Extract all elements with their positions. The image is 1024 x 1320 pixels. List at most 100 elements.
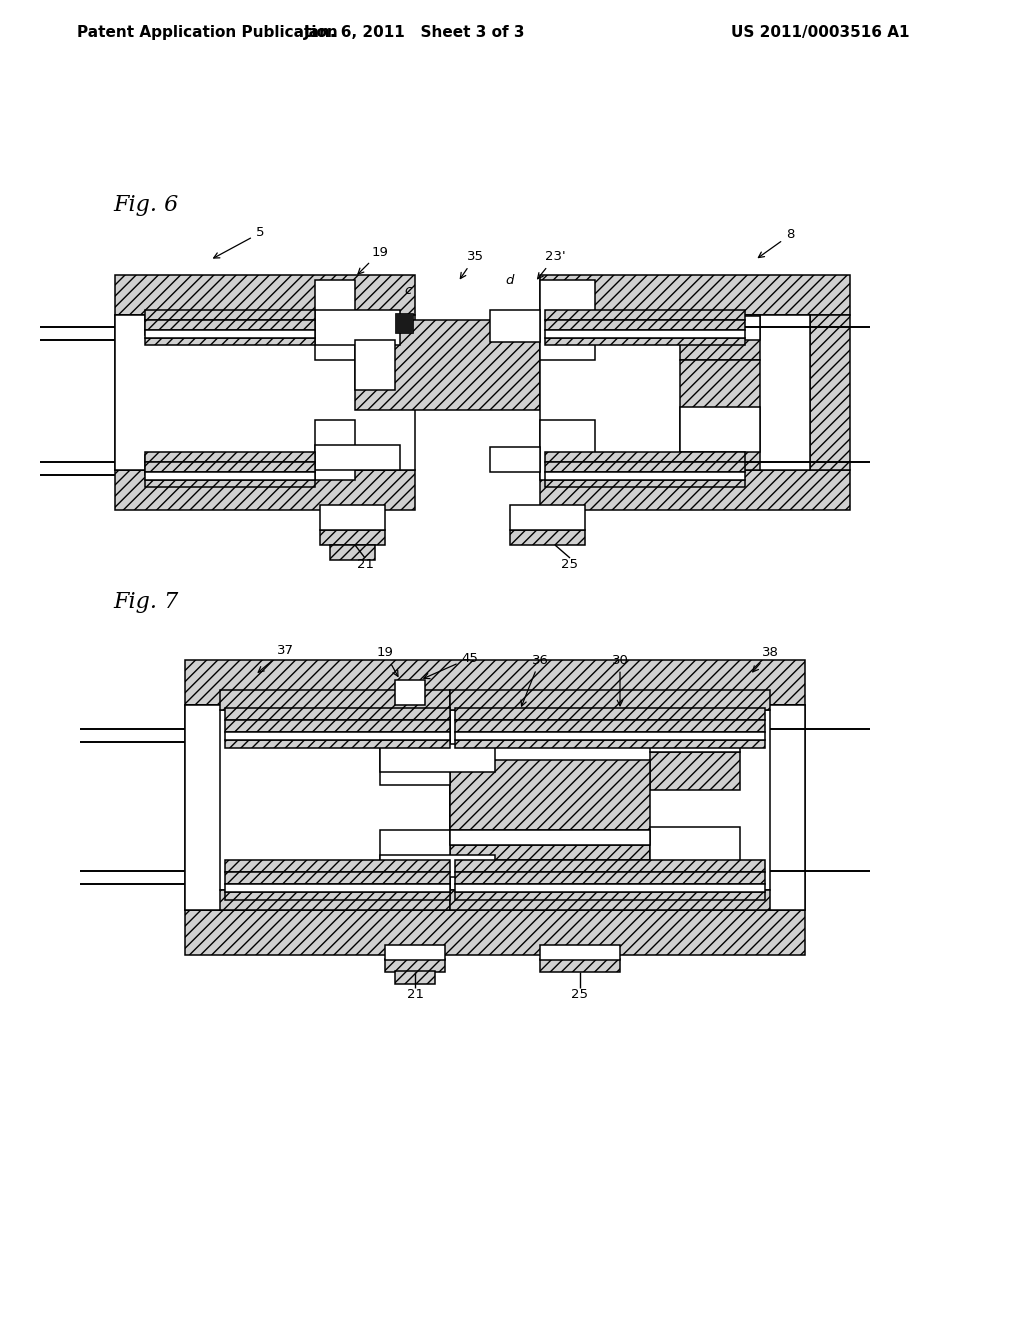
Bar bbox=[490, 310, 540, 342]
Bar bbox=[185, 660, 805, 705]
Bar bbox=[540, 945, 620, 960]
Bar bbox=[380, 715, 450, 785]
Bar bbox=[545, 338, 745, 345]
Bar bbox=[115, 315, 145, 470]
Bar bbox=[545, 330, 745, 338]
Bar bbox=[545, 310, 745, 319]
Text: Fig. 7: Fig. 7 bbox=[113, 591, 178, 612]
Bar bbox=[455, 892, 765, 900]
Bar bbox=[185, 909, 805, 954]
Text: 8: 8 bbox=[759, 228, 795, 257]
Bar bbox=[225, 861, 450, 873]
Text: 19: 19 bbox=[377, 647, 398, 676]
Bar bbox=[380, 830, 450, 890]
Bar bbox=[225, 892, 450, 900]
Bar bbox=[455, 873, 765, 884]
Bar bbox=[545, 480, 745, 487]
Bar bbox=[145, 310, 315, 319]
Bar bbox=[225, 884, 450, 892]
Bar bbox=[319, 506, 385, 531]
Bar bbox=[540, 470, 850, 510]
Bar bbox=[455, 861, 765, 873]
Bar bbox=[315, 280, 355, 360]
Bar bbox=[395, 972, 435, 983]
Bar bbox=[650, 828, 740, 873]
Bar bbox=[810, 315, 850, 470]
Bar bbox=[380, 744, 495, 772]
Bar bbox=[225, 873, 450, 884]
Bar bbox=[770, 705, 805, 909]
Bar bbox=[455, 884, 765, 892]
Bar bbox=[455, 733, 765, 741]
Bar bbox=[355, 341, 395, 389]
Text: 21: 21 bbox=[356, 557, 374, 570]
Bar bbox=[355, 319, 540, 411]
Text: 23': 23' bbox=[538, 251, 565, 279]
Bar bbox=[145, 462, 315, 473]
Bar bbox=[650, 710, 740, 752]
Bar bbox=[450, 690, 770, 710]
Bar bbox=[680, 407, 760, 451]
Bar bbox=[540, 275, 850, 315]
Bar bbox=[385, 960, 445, 972]
Bar bbox=[450, 830, 650, 845]
Bar bbox=[220, 690, 450, 710]
Bar bbox=[145, 330, 315, 338]
Bar bbox=[540, 315, 810, 470]
Text: 25: 25 bbox=[571, 989, 589, 1002]
Bar bbox=[545, 319, 745, 330]
Bar bbox=[145, 319, 315, 330]
Text: 19: 19 bbox=[358, 246, 388, 275]
Bar bbox=[220, 710, 450, 890]
Bar bbox=[330, 545, 375, 560]
Bar bbox=[225, 708, 450, 719]
Text: 38: 38 bbox=[753, 645, 778, 672]
Bar bbox=[315, 420, 355, 480]
Bar bbox=[450, 845, 650, 861]
Bar bbox=[315, 310, 400, 345]
Bar bbox=[380, 855, 495, 876]
Text: Patent Application Publication: Patent Application Publication bbox=[77, 25, 338, 41]
Bar bbox=[115, 470, 415, 510]
Text: 25: 25 bbox=[561, 557, 579, 570]
Text: US 2011/0003516 A1: US 2011/0003516 A1 bbox=[731, 25, 909, 41]
Bar bbox=[490, 447, 540, 473]
Bar bbox=[510, 506, 585, 531]
Bar bbox=[545, 473, 745, 480]
Bar bbox=[395, 680, 425, 705]
Text: d: d bbox=[506, 273, 514, 286]
Text: 35: 35 bbox=[461, 251, 483, 279]
Bar bbox=[385, 945, 445, 960]
Text: c: c bbox=[404, 284, 412, 297]
Bar bbox=[680, 315, 760, 341]
Bar bbox=[450, 710, 770, 890]
Bar bbox=[220, 890, 450, 909]
Bar bbox=[450, 890, 770, 909]
Text: 30: 30 bbox=[611, 653, 629, 706]
Bar bbox=[450, 760, 650, 830]
Bar bbox=[455, 741, 765, 748]
Bar bbox=[185, 705, 220, 909]
Bar bbox=[115, 275, 415, 315]
Bar bbox=[315, 445, 400, 470]
Text: Jan. 6, 2011   Sheet 3 of 3: Jan. 6, 2011 Sheet 3 of 3 bbox=[304, 25, 525, 41]
Bar bbox=[145, 473, 315, 480]
Text: 45: 45 bbox=[424, 652, 478, 678]
Bar bbox=[540, 960, 620, 972]
Bar bbox=[680, 360, 760, 470]
Bar bbox=[225, 741, 450, 748]
Text: 5: 5 bbox=[214, 227, 264, 257]
Bar bbox=[319, 531, 385, 545]
Text: 36: 36 bbox=[521, 653, 549, 706]
Bar bbox=[650, 873, 740, 890]
Bar bbox=[545, 462, 745, 473]
Text: 21: 21 bbox=[407, 989, 424, 1002]
Bar bbox=[455, 719, 765, 733]
Bar bbox=[545, 451, 745, 462]
Bar bbox=[510, 531, 585, 545]
Bar bbox=[225, 719, 450, 733]
Bar bbox=[680, 315, 760, 360]
Bar bbox=[145, 455, 315, 475]
Text: 37: 37 bbox=[258, 644, 294, 672]
Bar bbox=[395, 313, 413, 333]
